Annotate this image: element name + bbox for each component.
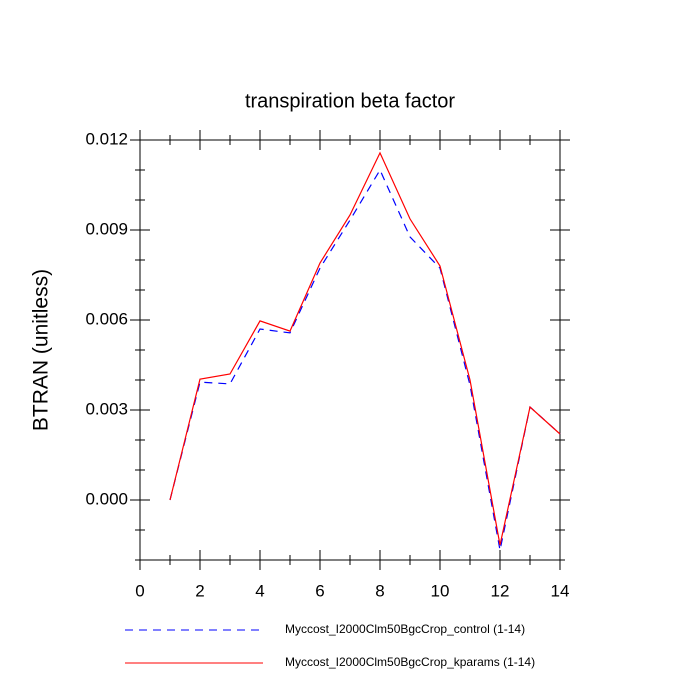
x-tick-label: 4 (255, 581, 264, 600)
x-tick-label: 8 (375, 581, 384, 600)
x-tick-label: 12 (491, 581, 510, 600)
y-axis-label: BTRAN (unitless) (30, 269, 53, 431)
legend-label: Myccost_I2000Clm50BgcCrop_control (1-14) (285, 622, 525, 636)
x-tick-label: 0 (135, 581, 144, 600)
x-tick-label: 6 (315, 581, 324, 600)
y-tick-label: 0.003 (85, 399, 128, 418)
x-tick-label: 10 (431, 581, 450, 600)
y-tick-label: 0.009 (85, 219, 128, 238)
chart-title: transpiration beta factor (245, 90, 455, 112)
y-tick-label: 0.012 (85, 129, 128, 148)
legend-label: Myccost_I2000Clm50BgcCrop_kparams (1-14) (285, 655, 535, 669)
plot-frame (139, 139, 561, 561)
y-tick-label: 0.000 (85, 489, 128, 508)
x-tick-label: 2 (195, 581, 204, 600)
series-line (169, 151, 561, 546)
y-tick-label: 0.006 (85, 309, 128, 328)
x-tick-label: 14 (551, 581, 570, 600)
series-line (169, 168, 561, 551)
